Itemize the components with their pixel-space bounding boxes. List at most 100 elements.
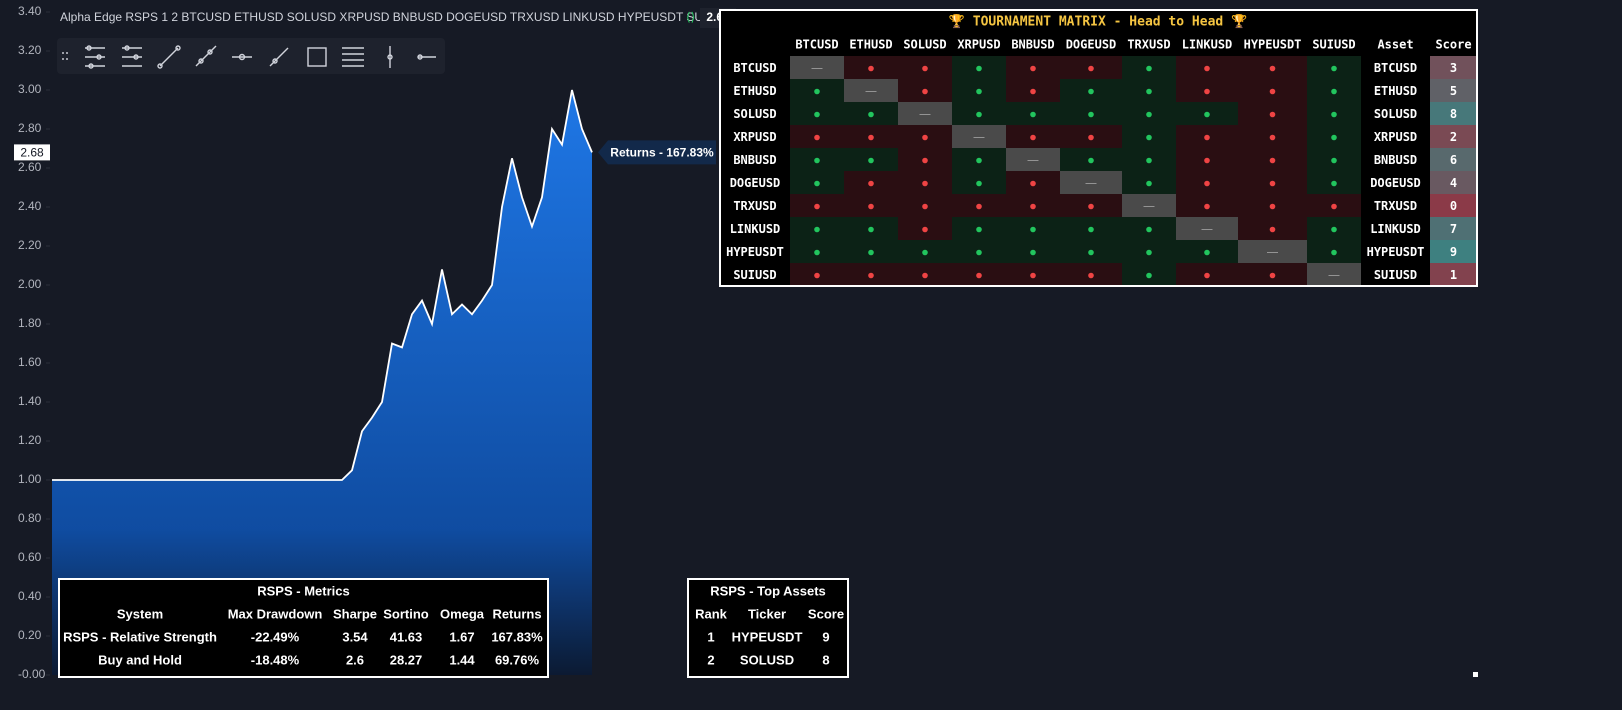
table-cell: 69.76% <box>495 652 540 667</box>
matrix-diagonal-mark: — <box>974 131 985 143</box>
result-dot <box>814 134 820 141</box>
result-dot <box>868 180 874 187</box>
y-tick-label: 1.40 <box>18 394 42 408</box>
result-dot <box>1269 203 1276 210</box>
y-tick-label: 2.60 <box>18 160 42 174</box>
score-cell <box>1430 171 1477 194</box>
table-cell: -18.48% <box>251 652 300 667</box>
result-dot <box>1269 226 1276 233</box>
result-dot <box>1331 88 1337 95</box>
matrix-diagonal <box>1122 194 1176 217</box>
result-dot <box>922 157 928 164</box>
matrix-diagonal <box>790 56 844 79</box>
y-tick-label: 2.80 <box>18 121 42 135</box>
result-dot <box>1030 111 1036 118</box>
matrix-diagonal <box>952 125 1006 148</box>
price-tag-bg <box>14 144 50 161</box>
y-tick-label: 1.00 <box>18 472 42 486</box>
table-bg <box>58 578 549 678</box>
result-dot <box>922 88 928 95</box>
y-tick-label: 1.80 <box>18 316 42 330</box>
annotation-bg <box>598 140 716 165</box>
matrix-row-label: BNBUSD <box>733 153 776 167</box>
y-tick-label: 0.20 <box>18 628 42 642</box>
matrix-diagonal <box>1060 171 1122 194</box>
corner-handle[interactable] <box>1473 672 1478 677</box>
result-dot <box>1269 65 1276 72</box>
result-dot <box>1030 226 1036 233</box>
result-dot <box>1088 203 1094 210</box>
matrix-col-header: TRXUSD <box>1127 38 1170 52</box>
matrix-diagonal <box>1176 217 1238 240</box>
result-dot <box>1204 249 1210 256</box>
result-dot <box>1088 157 1094 164</box>
result-dot <box>1204 180 1210 187</box>
result-dot <box>976 203 982 210</box>
equity-line <box>52 89 593 481</box>
code-icon[interactable]: ⟨⟩ <box>686 10 695 24</box>
table-cell: HYPEUSDT <box>732 629 803 644</box>
table-header: Sharpe <box>333 606 377 621</box>
score-label: 9 <box>1450 245 1457 259</box>
result-dot <box>1088 65 1094 72</box>
matrix-col-header: DOGEUSD <box>1066 38 1117 52</box>
table-cell: 8 <box>822 652 829 667</box>
matrix-row-label: HYPEUSDT <box>726 245 784 259</box>
result-dot <box>976 157 982 164</box>
result-dot <box>922 180 928 187</box>
result-dot <box>1030 180 1036 187</box>
result-dot <box>1088 88 1094 95</box>
matrix-row-label: ETHUSD <box>733 84 776 98</box>
matrix-col-header: Score <box>1435 38 1471 52</box>
toolbar-bg <box>57 38 445 74</box>
table-cell: 28.27 <box>390 652 423 667</box>
matrix-row-label: TRXUSD <box>733 199 776 213</box>
matrix-col-header: XRPUSD <box>957 38 1000 52</box>
score-cell <box>1430 148 1477 171</box>
matrix-diagonal-mark: — <box>1329 269 1340 281</box>
result-dot <box>922 249 928 256</box>
y-tick-label: 1.60 <box>18 355 42 369</box>
matrix-row-label: SOLUSD <box>733 107 776 121</box>
table-cell: 1.67 <box>449 629 474 644</box>
result-dot <box>1088 111 1094 118</box>
matrix-row-label: BTCUSD <box>733 61 776 75</box>
result-dot <box>868 203 874 210</box>
matrix-diagonal <box>1238 240 1307 263</box>
result-dot <box>922 226 928 233</box>
result-dot <box>922 134 928 141</box>
score-cell <box>1430 79 1477 102</box>
result-dot <box>922 272 928 279</box>
matrix-diagonal <box>1307 263 1361 286</box>
matrix-asset: ETHUSD <box>1374 84 1417 98</box>
matrix-col-header: ETHUSD <box>849 38 892 52</box>
toolbar-icons[interactable] <box>62 45 436 69</box>
result-dot <box>1269 134 1276 141</box>
table-cell: 2 <box>707 652 714 667</box>
score-label: 3 <box>1450 61 1457 75</box>
matrix-diagonal-mark: — <box>812 62 823 74</box>
score-cell <box>1430 194 1477 217</box>
result-dot <box>1204 272 1210 279</box>
result-dot <box>814 226 820 233</box>
table-header: Omega <box>440 606 485 621</box>
y-tick-label: 0.80 <box>18 511 42 525</box>
matrix-diagonal <box>1006 148 1060 171</box>
result-dot <box>868 157 874 164</box>
result-dot <box>1030 134 1036 141</box>
score-cell <box>1430 56 1477 79</box>
result-dot <box>814 272 820 279</box>
result-dot <box>1146 88 1152 95</box>
result-dot <box>976 226 982 233</box>
score-cell <box>1430 240 1477 263</box>
table-title: RSPS - Metrics <box>257 583 349 598</box>
score-label: 6 <box>1450 153 1457 167</box>
result-dot <box>1331 226 1337 233</box>
table-header: Rank <box>695 606 728 621</box>
matrix-border <box>719 9 1478 287</box>
y-tick-label: -0.00 <box>18 667 46 681</box>
score-cell <box>1430 102 1477 125</box>
matrix-col-header: SOLUSD <box>903 38 946 52</box>
result-dot <box>1146 180 1152 187</box>
